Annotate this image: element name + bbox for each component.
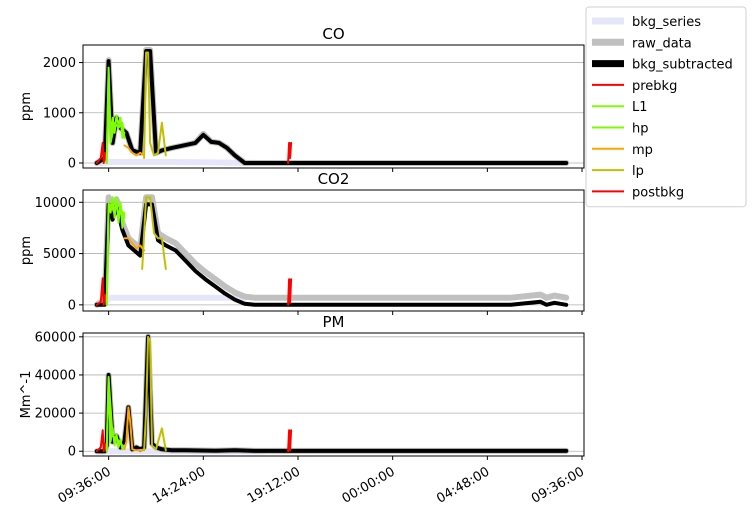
series-line-hp <box>105 71 126 164</box>
y-tick-label: 10000 <box>35 196 76 211</box>
y-tick-label: 0 <box>68 156 76 171</box>
series-line-hp <box>105 201 126 306</box>
legend-label: bkg_series <box>632 15 701 30</box>
series-line-hp <box>105 377 126 453</box>
y-tick-label: 0 <box>68 298 76 313</box>
legend-label: lp <box>632 164 644 179</box>
y-tick-label: 60000 <box>35 330 76 345</box>
legend-label: raw_data <box>632 36 692 51</box>
series-group <box>93 194 570 308</box>
y-tick-label: 20000 <box>35 407 76 422</box>
panel-pm: 0 20000 40000 60000 PM Mm^-1 <box>19 313 585 460</box>
series-line-lp <box>141 196 167 270</box>
plot-frame <box>82 189 585 312</box>
panel-co2: 0 5000 10000 CO2 ppm <box>19 170 585 315</box>
series-line-mp <box>123 144 146 157</box>
series-line-lp <box>143 51 167 159</box>
panel-title: PM <box>323 313 345 331</box>
series-line-mp <box>123 237 146 252</box>
plot-frame <box>82 44 585 169</box>
legend-frame <box>585 6 747 208</box>
series-line-mp <box>123 406 146 452</box>
series-line-lp <box>143 335 167 452</box>
legend-label: mp <box>632 143 653 158</box>
plot-frame <box>82 332 585 457</box>
legend-label: prebkg <box>632 79 677 94</box>
panel-title: CO2 <box>318 170 350 188</box>
y-axis-label: Mm^-1 <box>19 371 34 419</box>
y-axis-label: ppm <box>19 92 34 121</box>
y-tick-label: 40000 <box>35 368 76 383</box>
y-tick-label: 1000 <box>43 106 76 121</box>
series-line-prebkg <box>95 429 108 453</box>
y-tick-label: 5000 <box>43 247 76 262</box>
series-line-postbkg <box>287 278 293 306</box>
series-line-postbkg <box>287 429 293 453</box>
legend-label: hp <box>632 122 649 137</box>
panel-co: 0 1000 2000 CO ppm <box>19 25 585 172</box>
legend-label: bkg_subtracted <box>632 58 733 73</box>
series-line-postbkg <box>287 141 293 164</box>
series-group <box>93 47 570 166</box>
legend-label: postbkg <box>632 185 684 200</box>
panel-title: CO <box>322 25 344 43</box>
series-line-prebkg <box>95 277 108 306</box>
series-line-prebkg <box>95 141 108 164</box>
y-tick-label: 2000 <box>43 56 76 71</box>
y-axis-label: ppm <box>19 236 34 265</box>
legend-label: L1 <box>632 100 648 115</box>
series-group <box>93 333 570 455</box>
y-tick-label: 0 <box>68 445 76 460</box>
